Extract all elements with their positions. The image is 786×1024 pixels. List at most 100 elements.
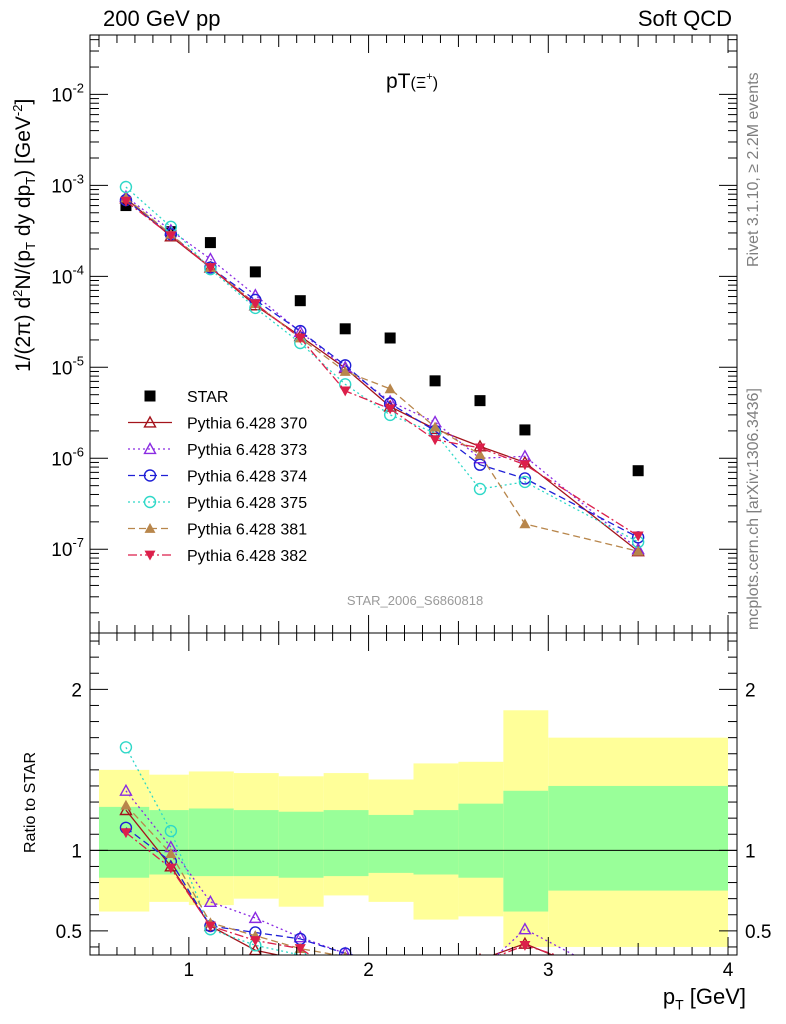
y-tick-label-right: 1 bbox=[745, 841, 756, 862]
data-point bbox=[119, 741, 133, 754]
uncertainty-band-inner bbox=[458, 803, 504, 878]
chart-title-close: ) bbox=[432, 75, 439, 92]
ylabel-sub: T bbox=[23, 176, 39, 185]
y-tick-label-right: 2 bbox=[745, 680, 756, 701]
data-point bbox=[119, 783, 133, 796]
legend: STAR Pythia 6.428 370 Pythia 6.428 373 Pyth… bbox=[128, 389, 307, 565]
data-point bbox=[474, 966, 485, 976]
data-point bbox=[120, 196, 132, 207]
ratio-y-ticks: 2 2 1 1 0.5 0.5 bbox=[56, 640, 771, 948]
legend-label: Pythia 6.428 373 bbox=[187, 442, 307, 459]
y-tick-label: 10-6 bbox=[51, 444, 84, 470]
data-point bbox=[518, 922, 532, 935]
data-point bbox=[204, 237, 216, 249]
data-point bbox=[143, 415, 157, 428]
y-tick-label: 10-3 bbox=[51, 171, 84, 197]
series-STAR bbox=[120, 200, 644, 477]
ylabel-part: ) [GeV bbox=[12, 116, 35, 177]
mcplots-label: mcplots.cern.ch [arXiv:1306.3436] bbox=[745, 388, 762, 630]
data-point bbox=[519, 460, 531, 471]
data-point bbox=[474, 964, 485, 974]
data-point bbox=[473, 458, 487, 471]
series-line bbox=[125, 746, 303, 955]
data-point bbox=[249, 266, 261, 278]
series-p375 bbox=[119, 180, 645, 549]
data-point bbox=[478, 952, 482, 955]
data-point bbox=[632, 465, 644, 477]
uncertainty-band-inner bbox=[188, 808, 234, 877]
data-point bbox=[385, 961, 396, 971]
data-point bbox=[633, 976, 644, 986]
data-point bbox=[430, 961, 441, 972]
legend-label: Pythia 6.428 374 bbox=[187, 469, 307, 486]
data-point bbox=[632, 531, 644, 542]
series-p382 bbox=[120, 196, 644, 542]
legend-label: STAR bbox=[187, 389, 228, 406]
data-point bbox=[385, 974, 396, 985]
data-point bbox=[430, 970, 441, 980]
ylabel-part: N/(p bbox=[12, 249, 35, 290]
data-point bbox=[340, 973, 351, 983]
data-point bbox=[633, 985, 644, 995]
data-point bbox=[249, 299, 261, 310]
data-point bbox=[143, 495, 157, 509]
data-point bbox=[430, 970, 441, 981]
ratio-bands bbox=[98, 710, 729, 947]
data-point bbox=[294, 295, 306, 307]
data-point bbox=[474, 443, 486, 454]
y-tick-label: 10-5 bbox=[51, 353, 84, 379]
data-point bbox=[299, 952, 302, 955]
series-line bbox=[125, 200, 639, 537]
x-tick-label: 4 bbox=[723, 960, 734, 981]
ratio-frame bbox=[89, 632, 738, 956]
data-point bbox=[474, 988, 485, 999]
data-point bbox=[294, 944, 306, 955]
data-point bbox=[203, 894, 218, 907]
data-point bbox=[339, 365, 351, 376]
data-point bbox=[165, 863, 177, 874]
y-tick-label: 0.5 bbox=[56, 922, 82, 943]
data-point bbox=[165, 231, 177, 242]
ylabel-sup: 2 bbox=[10, 289, 25, 297]
x-axis-label-main: p bbox=[662, 984, 676, 1009]
legend-label: Pythia 6.428 370 bbox=[187, 416, 307, 433]
legend-label: Pythia 6.428 375 bbox=[187, 495, 307, 512]
data-point bbox=[248, 911, 263, 924]
data-point bbox=[429, 375, 441, 387]
legend-label: Pythia 6.428 382 bbox=[187, 548, 307, 565]
data-point bbox=[120, 828, 132, 839]
header-right-title: Soft QCD bbox=[637, 6, 732, 31]
data-point bbox=[384, 383, 396, 394]
y-tick-label-right: 0.5 bbox=[745, 922, 771, 943]
chart-title-particle: (Ξ bbox=[410, 75, 427, 92]
data-point bbox=[474, 974, 485, 985]
chart-title-main: pT bbox=[386, 70, 411, 93]
ratio-series-p382 bbox=[120, 828, 644, 990]
ratio-y-axis-label: Ratio to STAR bbox=[22, 751, 39, 853]
y-tick-label: 10-4 bbox=[51, 262, 84, 288]
data-point bbox=[519, 959, 530, 970]
data-point bbox=[293, 930, 307, 943]
data-point bbox=[385, 958, 396, 969]
analysis-watermark: STAR_2006_S6860818 bbox=[347, 593, 483, 608]
data-point bbox=[143, 442, 157, 455]
x-axis-label-sub: T bbox=[675, 996, 684, 1013]
data-point bbox=[473, 482, 487, 496]
data-point bbox=[430, 958, 441, 968]
uncertainty-band-inner bbox=[278, 811, 324, 878]
legend-label: Pythia 6.428 381 bbox=[187, 522, 307, 539]
data-point bbox=[165, 848, 177, 858]
data-point bbox=[339, 323, 351, 335]
data-point bbox=[144, 523, 156, 533]
data-point bbox=[385, 980, 396, 990]
ylabel-part: 1/(2π) d bbox=[12, 296, 35, 372]
data-point bbox=[633, 980, 644, 991]
data-point bbox=[429, 435, 441, 446]
main-y-axis-label: 1/(2π) d2N/(pT dy dpT) [GeV-2] bbox=[10, 99, 38, 372]
rivet-version-label: Rivet 3.1.10, ≥ 2.2M events bbox=[745, 72, 762, 267]
data-point bbox=[144, 390, 156, 402]
data-point bbox=[474, 959, 485, 969]
data-point bbox=[430, 958, 441, 968]
data-point bbox=[340, 966, 351, 977]
